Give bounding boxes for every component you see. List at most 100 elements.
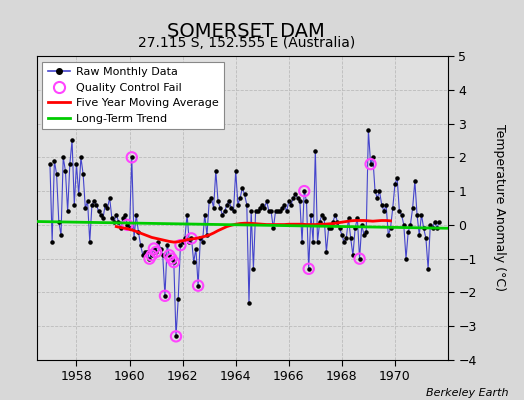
Point [411,178,419,184]
Point [245,299,253,306]
Point [369,154,377,160]
Point [241,191,249,198]
Point [156,245,165,252]
Point [355,256,364,262]
Point [263,198,271,204]
Point [152,249,160,255]
Point [236,195,244,201]
Point [114,218,123,225]
Point [66,161,74,167]
Point [280,202,289,208]
Point [147,252,156,258]
Point [46,161,54,167]
Point [413,212,421,218]
Point [324,225,333,232]
Point [77,154,85,160]
Point [159,252,167,258]
Point [123,222,132,228]
Point [298,238,306,245]
Point [282,208,291,214]
Point [150,245,158,252]
Point [386,225,395,232]
Point [54,218,63,225]
Point [163,242,171,248]
Point [322,249,331,255]
Point [331,212,340,218]
Point [127,154,136,160]
Text: SOMERSET DAM: SOMERSET DAM [167,22,325,41]
Point [121,212,129,218]
Point [313,238,322,245]
Point [216,205,224,211]
Point [230,208,238,214]
Point [90,198,99,204]
Point [424,266,432,272]
Point [152,249,160,255]
Point [371,188,379,194]
Point [243,202,251,208]
Point [101,202,110,208]
Point [63,208,72,214]
Point [196,235,204,242]
Point [167,256,176,262]
Point [232,168,240,174]
Point [238,184,246,191]
Point [210,205,218,211]
Point [254,208,262,214]
Point [304,266,313,272]
Point [397,212,406,218]
Point [203,232,211,238]
Point [355,256,364,262]
Point [346,235,355,242]
Point [366,161,375,167]
Point [139,252,147,258]
Point [201,212,209,218]
Point [360,232,368,238]
Point [119,215,127,221]
Point [194,282,202,289]
Point [145,256,154,262]
Point [167,256,176,262]
Point [400,222,408,228]
Point [404,228,412,235]
Point [150,245,158,252]
Point [402,256,410,262]
Point [134,228,143,235]
Point [141,249,149,255]
Point [291,191,300,198]
Point [59,154,68,160]
Y-axis label: Temperature Anomaly (°C): Temperature Anomaly (°C) [494,124,507,292]
Point [300,188,309,194]
Point [260,205,269,211]
Point [85,238,94,245]
Point [252,208,260,214]
Point [92,202,101,208]
Point [342,235,351,242]
Point [267,208,275,214]
Point [320,215,329,221]
Point [221,208,229,214]
Point [143,249,151,255]
Point [380,208,388,214]
Point [192,245,200,252]
Point [181,235,189,242]
Point [296,198,304,204]
Point [366,161,375,167]
Point [161,293,169,299]
Point [309,238,318,245]
Point [422,235,430,242]
Point [183,212,191,218]
Point [68,137,77,144]
Point [94,208,103,214]
Point [337,232,346,238]
Point [145,256,154,262]
Point [256,205,264,211]
Point [132,212,140,218]
Point [384,232,392,238]
Point [426,222,434,228]
Point [74,191,83,198]
Point [326,225,335,232]
Point [99,215,107,221]
Point [431,218,439,225]
Point [187,235,195,242]
